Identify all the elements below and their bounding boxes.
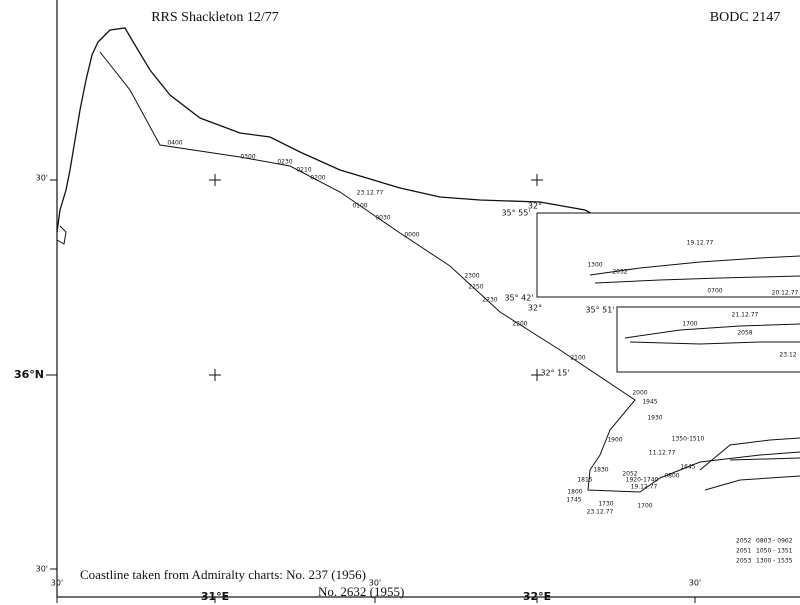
track-time: 0210: [296, 167, 311, 174]
legend-entry: 2051: [736, 548, 751, 555]
lat-label: 30': [36, 174, 48, 183]
inset-label: 23.12: [779, 352, 796, 359]
track-time: 1350-1510: [672, 436, 705, 443]
track-time: 0100: [352, 203, 367, 210]
track-time: 0000: [404, 232, 419, 239]
map-frame: [56, 0, 800, 598]
inset-label: 32°: [528, 202, 542, 211]
track-time: 1900: [607, 437, 622, 444]
tick-mark: [46, 179, 696, 603]
inset-label: 0700: [707, 288, 722, 295]
inset-box: [616, 306, 800, 373]
track-time: 1930: [647, 415, 662, 422]
lat-label: 30': [36, 565, 48, 574]
inset-label: 20.12.77: [772, 290, 799, 297]
grid-cross: [209, 174, 543, 381]
track-time: 2200: [512, 321, 527, 328]
track-time: 19.12.77: [631, 484, 658, 491]
legend-entry: 1050 - 1351: [756, 548, 793, 555]
track-time: 1645: [680, 464, 695, 471]
track-time: 11.12.77: [649, 450, 676, 457]
inset-label: 1700: [682, 321, 697, 328]
inset-label: 32°: [528, 304, 542, 313]
track-time: 23.12.77: [587, 509, 614, 516]
track-time: 0300: [240, 154, 255, 161]
track-time: 0800: [664, 473, 679, 480]
inset-label: 35° 42': [504, 294, 533, 303]
track-time: 2000: [632, 390, 647, 397]
inset-label: 1300: [587, 262, 602, 269]
track-time: 1700: [637, 503, 652, 510]
legend-entry: 2052: [736, 538, 751, 545]
coastline: [56, 225, 67, 245]
inset-label: 35° 55': [501, 209, 530, 218]
inset-label: 19.12.77: [687, 240, 714, 247]
lon-label: 30': [369, 579, 381, 588]
inset-track: [589, 255, 800, 284]
note: Coastline taken from Admiralty charts: N…: [80, 567, 366, 582]
track-time: 0230: [277, 159, 292, 166]
track-time: 1730: [598, 501, 613, 508]
inset-label: 2052: [612, 269, 627, 276]
lon-label: 30': [51, 579, 63, 588]
inset-label: 2058: [737, 330, 752, 337]
track-time: 1920-1740: [626, 477, 659, 484]
track-detail: [699, 437, 800, 491]
lon-label: 30': [689, 579, 701, 588]
lon-label: 31°E: [201, 590, 229, 603]
dataset-id: BODC 2147: [710, 10, 780, 25]
inset-track: [624, 323, 800, 345]
lon-label: 32°E: [523, 590, 551, 603]
inset-box: [536, 212, 800, 298]
lat-label: 36°N: [14, 368, 44, 381]
track-time: 2100: [570, 355, 585, 362]
inset-label: 35° 51': [585, 306, 614, 315]
track-time: 0030: [375, 215, 390, 222]
legend-entry: 1300 - 1535: [756, 558, 793, 565]
note: No. 2632 (1955): [318, 584, 404, 599]
track-time: 0200: [310, 175, 325, 182]
track-time: 2052: [622, 471, 637, 478]
track-time: 0400: [167, 140, 182, 147]
title: RRS Shackleton 12/77: [151, 10, 279, 25]
track-time: 2250: [468, 284, 483, 291]
track-time: 1815: [577, 477, 592, 484]
inset-label: 21.12.77: [732, 312, 759, 319]
track-time: 1830: [593, 467, 608, 474]
inset-label: 32° 15': [540, 369, 569, 378]
track-time: 1800: [567, 489, 582, 496]
track-time: 1945: [642, 399, 657, 406]
track-time: 23.12.77: [357, 190, 384, 197]
crosses: [46, 174, 696, 603]
track-time: 1745: [566, 497, 581, 504]
legend-entry: 2053: [736, 558, 751, 565]
ship-track: [99, 51, 800, 493]
legend-entry: 0803 - 0902: [756, 538, 793, 545]
track-time: 2230: [482, 297, 497, 304]
track-time: 2300: [464, 273, 479, 280]
